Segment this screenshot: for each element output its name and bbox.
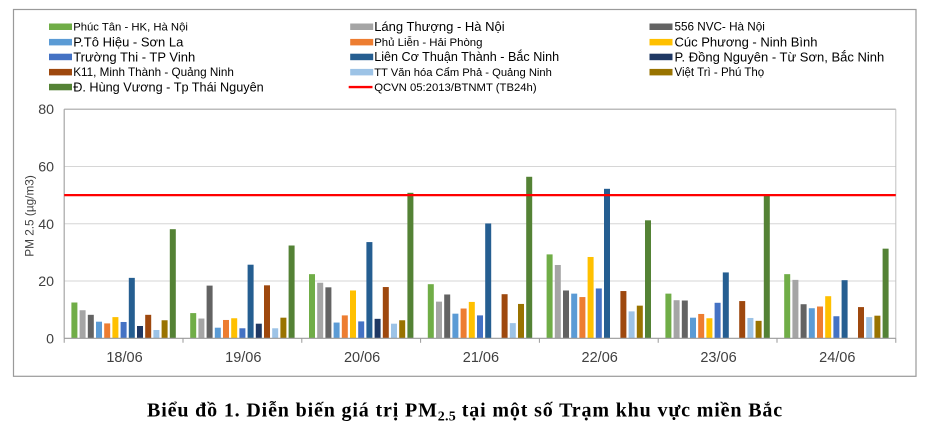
svg-text:PM 2.5 (µg/m3): PM 2.5 (µg/m3) <box>23 175 37 257</box>
svg-text:Đ. Hùng Vương - Tp Thái Nguyên: Đ. Hùng Vương - Tp Thái Nguyên <box>73 80 264 94</box>
svg-text:18/06: 18/06 <box>106 350 142 366</box>
svg-text:Liên Cơ Thuận Thành - Bắc Ninh: Liên Cơ Thuận Thành - Bắc Ninh <box>374 49 559 64</box>
svg-text:20: 20 <box>38 274 54 290</box>
svg-text:22/06: 22/06 <box>582 350 618 366</box>
svg-text:P. Đồng Nguyên - Từ Sơn, Bắc N: P. Đồng Nguyên - Từ Sơn, Bắc Ninh <box>675 49 885 64</box>
svg-text:Phúc Tân - HK, Hà Nội: Phúc Tân - HK, Hà Nội <box>73 22 188 34</box>
svg-text:19/06: 19/06 <box>225 350 261 366</box>
svg-text:20/06: 20/06 <box>344 350 380 366</box>
svg-text:556 NVC- Hà Nội: 556 NVC- Hà Nội <box>675 21 765 34</box>
svg-text:K11, Minh Thành - Quảng Ninh: K11, Minh Thành - Quảng Ninh <box>73 66 234 79</box>
svg-text:QCVN 05:2013/BTNMT (TB24h): QCVN 05:2013/BTNMT (TB24h) <box>374 82 537 94</box>
svg-text:Cúc Phương - Ninh Bình: Cúc Phương - Ninh Bình <box>675 35 818 50</box>
svg-text:Trường Thi - TP Vinh: Trường Thi - TP Vinh <box>73 49 195 64</box>
svg-text:0: 0 <box>46 331 54 347</box>
svg-text:Láng Thượng - Hà Nội: Láng Thượng - Hà Nội <box>374 19 505 34</box>
svg-text:Biểu đồ 1. Diễn biến giá trị P: Biểu đồ 1. Diễn biến giá trị PM2.5 tại m… <box>147 400 783 425</box>
svg-text:23/06: 23/06 <box>700 350 736 366</box>
svg-text:Phủ Liễn - Hải Phòng: Phủ Liễn - Hải Phòng <box>374 36 482 49</box>
svg-text:TT Văn hóa Cẩm Phả - Quảng Nin: TT Văn hóa Cẩm Phả - Quảng Ninh <box>374 67 552 79</box>
svg-text:60: 60 <box>38 160 54 176</box>
svg-text:40: 40 <box>38 217 54 233</box>
svg-text:80: 80 <box>38 102 54 118</box>
svg-text:24/06: 24/06 <box>819 350 855 366</box>
svg-text:21/06: 21/06 <box>463 350 499 366</box>
svg-text:Việt Trì - Phú Thọ: Việt Trì - Phú Thọ <box>675 67 765 79</box>
svg-text:P.Tô Hiệu - Sơn La: P.Tô Hiệu - Sơn La <box>73 35 184 50</box>
